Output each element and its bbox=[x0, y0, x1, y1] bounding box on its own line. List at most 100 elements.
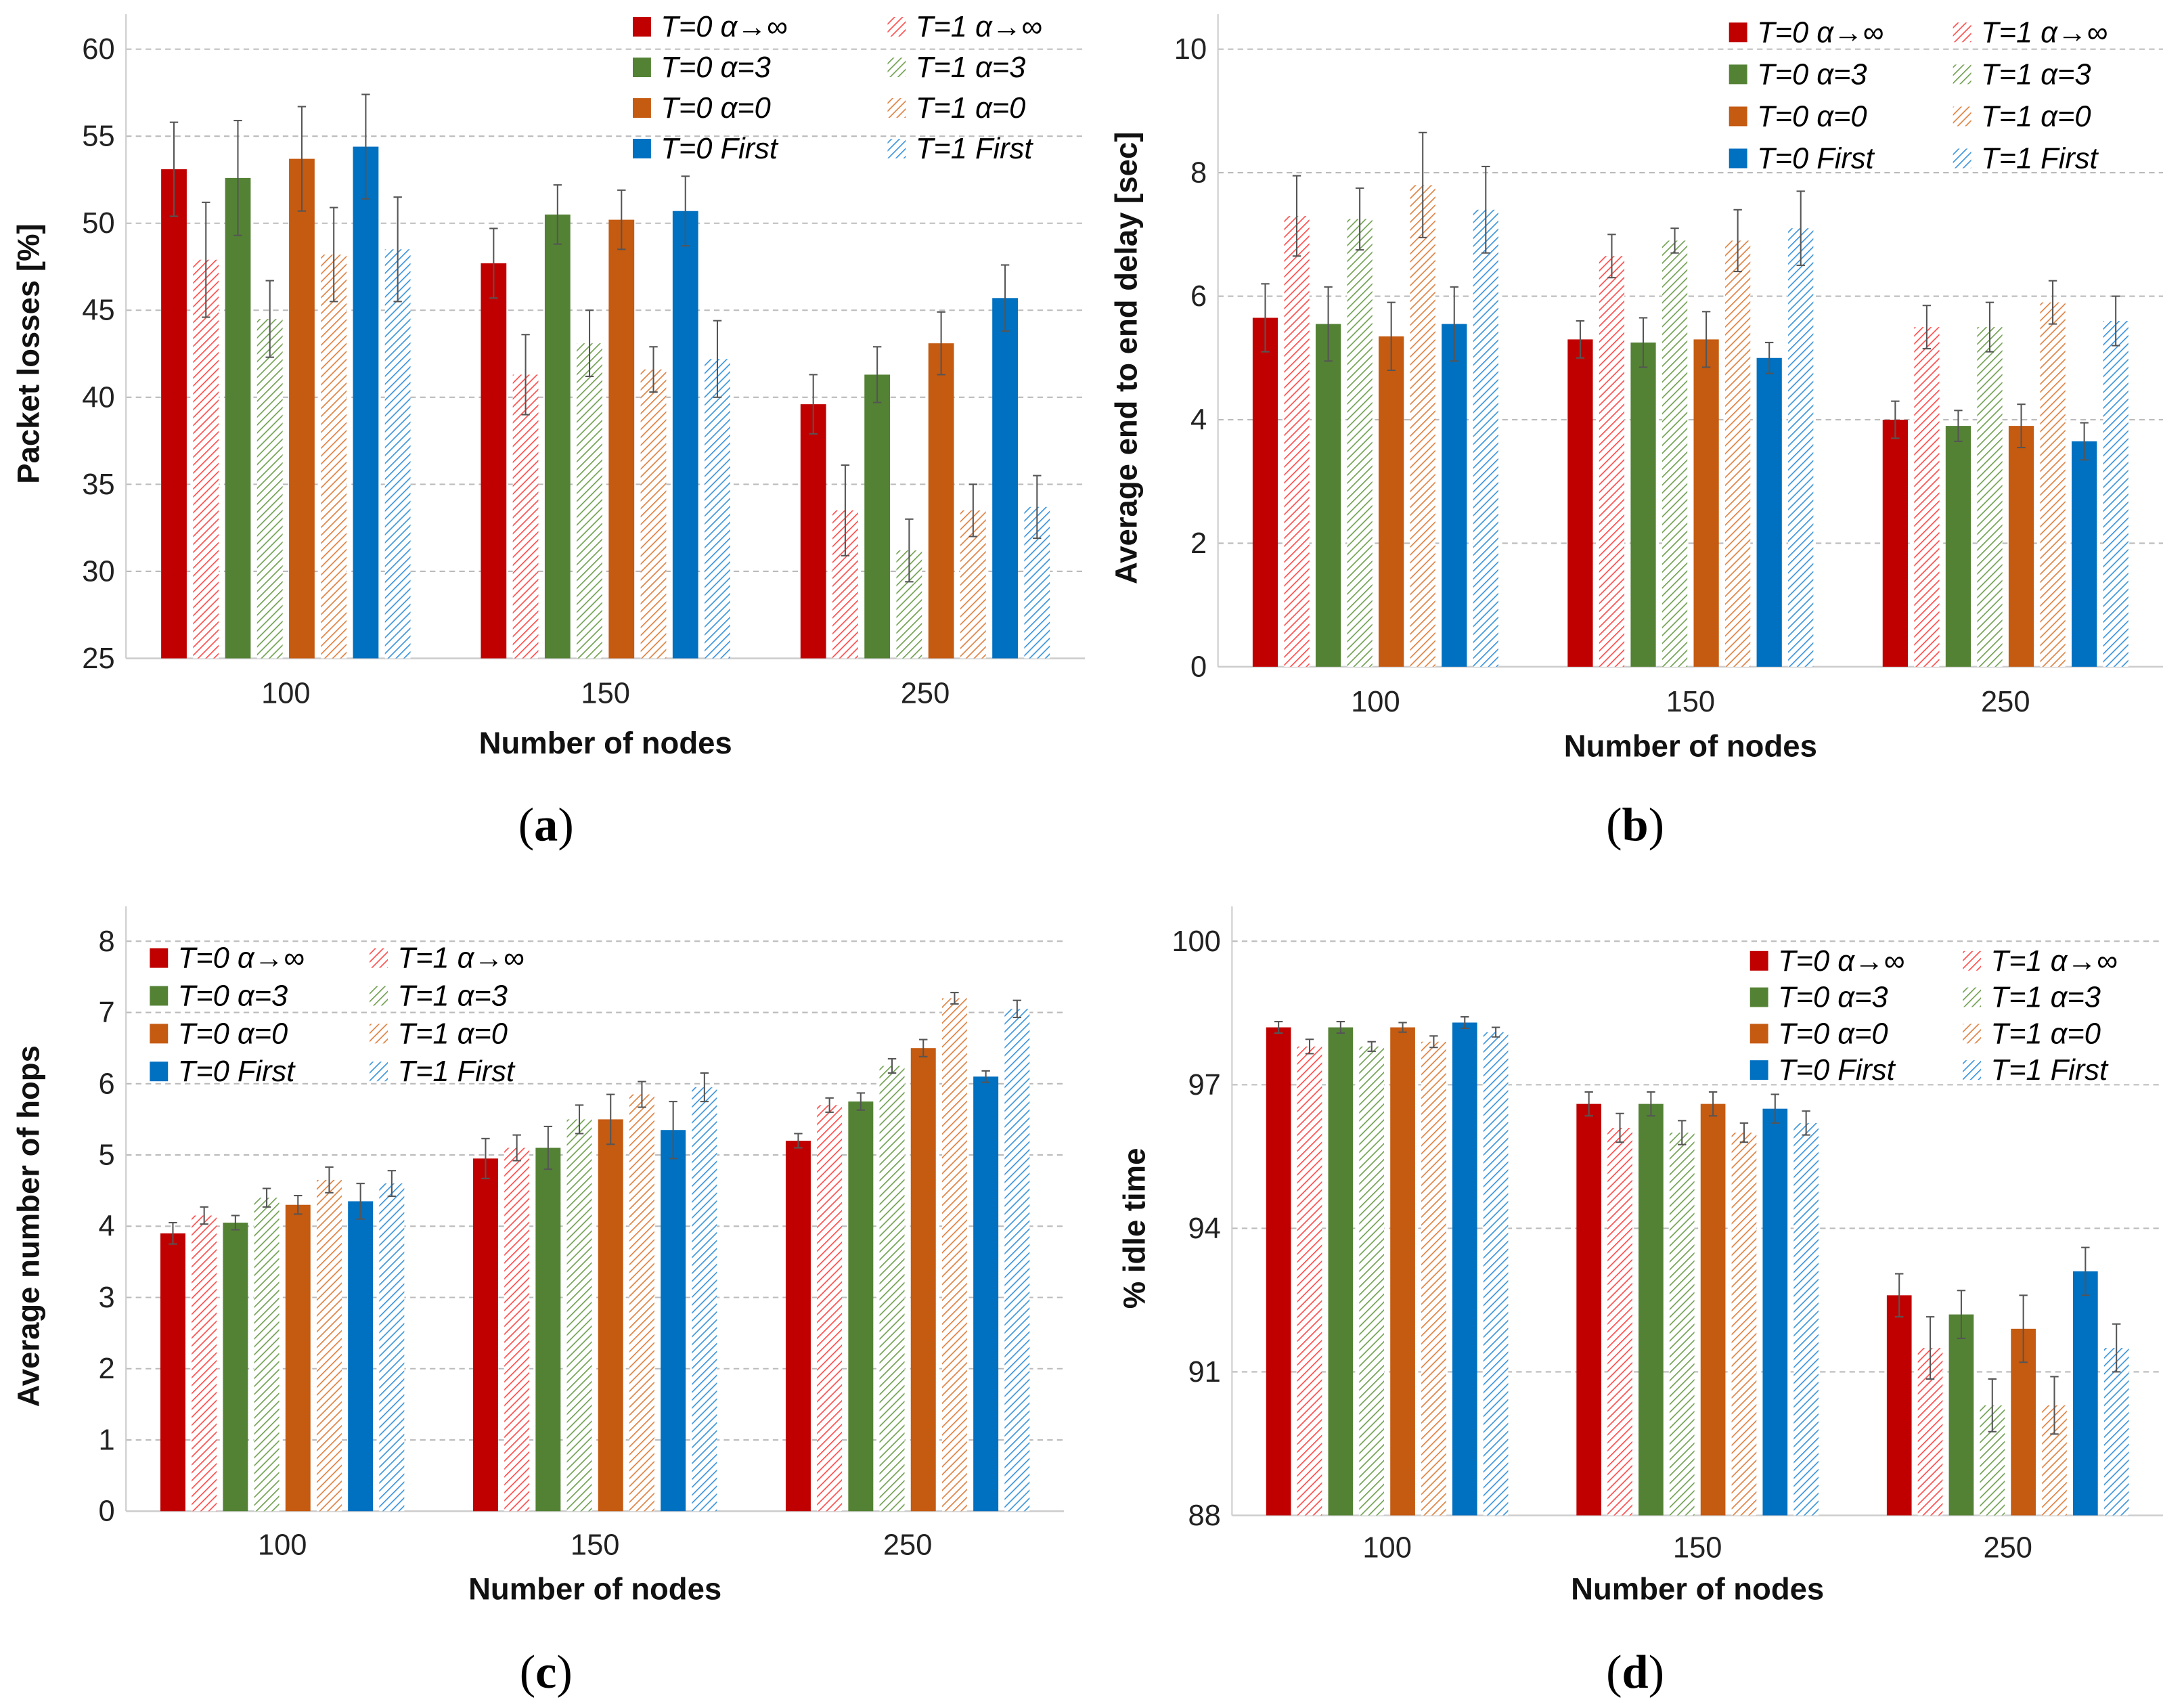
bar bbox=[1359, 1046, 1385, 1516]
y-tick-label: 30 bbox=[82, 555, 114, 588]
bar bbox=[254, 1198, 280, 1512]
bar bbox=[535, 1147, 561, 1512]
legend-label: T=0 α=3 bbox=[1757, 58, 1867, 91]
x-tick-label: 250 bbox=[883, 1529, 932, 1561]
bar bbox=[160, 1233, 185, 1512]
legend: T=0 α→∞ T=1 α→∞ T=0 α=3 T=1 α=3 T=0 α=0 T=1 α… bbox=[1729, 16, 2108, 175]
bar bbox=[1315, 324, 1341, 667]
legend-swatch bbox=[1729, 64, 1747, 85]
x-axis-label: Number of nodes bbox=[1564, 728, 1817, 763]
bar bbox=[193, 259, 219, 659]
bar bbox=[1762, 1108, 1788, 1516]
legend-label: T=0 α=0 bbox=[661, 92, 770, 125]
legend-label: T=1 First bbox=[1981, 142, 2099, 175]
legend: T=0 α→∞ T=1 α→∞ T=0 α=3 T=1 α=3 T=0 α=0 T=1 α… bbox=[633, 11, 1042, 165]
legend-label: T=1 α=0 bbox=[397, 1018, 507, 1050]
legend-label: T=1 α=3 bbox=[1991, 982, 2101, 1014]
y-tick-label: 5 bbox=[98, 1139, 114, 1172]
legend-swatch bbox=[633, 17, 651, 37]
bar bbox=[1410, 185, 1435, 667]
legend-label: T=1 α=0 bbox=[1981, 100, 2091, 133]
bar bbox=[608, 219, 635, 659]
bar bbox=[1473, 209, 1498, 667]
x-tick-label: 150 bbox=[581, 678, 629, 710]
legend-swatch bbox=[370, 986, 388, 1006]
bar bbox=[1630, 342, 1656, 667]
bar bbox=[321, 255, 347, 659]
bar bbox=[692, 1087, 717, 1512]
y-tick-label: 8 bbox=[1190, 157, 1207, 190]
bar bbox=[1756, 357, 1782, 667]
legend-label: T=1 α→∞ bbox=[916, 11, 1042, 43]
caption: (b) bbox=[1606, 798, 1664, 851]
bar bbox=[1483, 1032, 1509, 1516]
bar bbox=[2103, 321, 2129, 667]
bar bbox=[629, 1094, 654, 1512]
legend-swatch bbox=[370, 1024, 388, 1044]
x-tick-label: 100 bbox=[258, 1529, 307, 1561]
legend-swatch bbox=[1953, 64, 1971, 85]
legend-label: T=0 α=0 bbox=[1757, 100, 1867, 133]
bar bbox=[800, 404, 826, 659]
chart-c: 0 1 2 3 4 5 6 7 8 100 150 250 Number of nodes Average… bbox=[12, 906, 1065, 1699]
bar bbox=[2103, 1348, 2129, 1516]
x-axis-label: Number of nodes bbox=[1571, 1572, 1824, 1606]
y-axis-label: % idle time bbox=[1117, 1148, 1152, 1309]
y-tick-label: 6 bbox=[1190, 280, 1207, 313]
y-tick-label: 40 bbox=[82, 381, 114, 414]
bar bbox=[640, 369, 667, 659]
legend-swatch bbox=[887, 17, 906, 37]
bar bbox=[1599, 256, 1625, 667]
bar bbox=[2072, 1271, 2098, 1516]
bar bbox=[504, 1147, 530, 1512]
legend-label: T=0 α→∞ bbox=[178, 942, 305, 975]
y-axis-label: Average number of hops bbox=[12, 1045, 46, 1407]
bar bbox=[785, 1140, 811, 1512]
chart-a: 25 30 35 40 45 50 55 60 100 150 250 Number of nodes… bbox=[12, 11, 1086, 851]
legend: T=0 α→∞ T=1 α→∞ T=0 α=3 T=1 α=3 T=0 α=0 T=1 α… bbox=[1750, 945, 2118, 1087]
legend-label: T=1 First bbox=[1991, 1054, 2109, 1087]
bar bbox=[879, 1066, 905, 1512]
bar bbox=[1607, 1127, 1632, 1516]
bar bbox=[1788, 228, 1814, 667]
legend: T=0 α→∞ T=1 α→∞ T=0 α=3 T=1 α=3 T=0 α=0 T=1 α… bbox=[150, 942, 525, 1088]
bar bbox=[1977, 327, 2003, 667]
legend-swatch bbox=[1963, 1024, 1982, 1044]
bar bbox=[379, 1183, 405, 1512]
legend-swatch bbox=[370, 948, 388, 968]
bar bbox=[1639, 1103, 1664, 1516]
bar bbox=[223, 1223, 248, 1512]
bar bbox=[1004, 1009, 1030, 1512]
bar bbox=[512, 374, 539, 659]
bar bbox=[289, 158, 315, 659]
y-tick-label: 25 bbox=[82, 642, 114, 675]
bar bbox=[1731, 1133, 1757, 1516]
y-axis-label: Packet losses [%] bbox=[12, 223, 46, 483]
legend-label: T=1 α=0 bbox=[916, 92, 1025, 125]
y-tick-label: 97 bbox=[1188, 1069, 1220, 1101]
x-tick-label: 100 bbox=[261, 678, 310, 710]
chart-d: 88 91 94 97 100 100 150 250 Number of nodes % idl… bbox=[1117, 906, 2163, 1699]
bar bbox=[285, 1204, 311, 1512]
x-axis-label: Number of nodes bbox=[468, 1572, 721, 1606]
legend-swatch bbox=[1729, 106, 1747, 127]
x-tick-label: 100 bbox=[1362, 1532, 1411, 1565]
legend-label: T=1 First bbox=[397, 1055, 515, 1088]
y-tick-label: 35 bbox=[82, 468, 114, 501]
legend-swatch bbox=[1729, 22, 1747, 43]
x-tick-label: 100 bbox=[1351, 686, 1400, 718]
legend-label: T=1 α→∞ bbox=[397, 942, 524, 975]
bar bbox=[817, 1105, 843, 1512]
bar bbox=[1252, 318, 1278, 667]
bar bbox=[1297, 1046, 1322, 1516]
y-tick-label: 8 bbox=[98, 925, 114, 958]
bar bbox=[1379, 336, 1404, 667]
legend-swatch bbox=[370, 1062, 388, 1082]
y-tick-label: 88 bbox=[1188, 1500, 1220, 1532]
bar bbox=[566, 1119, 592, 1512]
chart-b: 0 2 4 6 8 10 100 150 250 Number of nodes Average e… bbox=[1109, 14, 2163, 851]
y-tick-label: 10 bbox=[1174, 33, 1207, 66]
legend-swatch bbox=[1729, 148, 1747, 169]
bar bbox=[672, 211, 698, 659]
y-tick-label: 100 bbox=[1172, 925, 1220, 958]
